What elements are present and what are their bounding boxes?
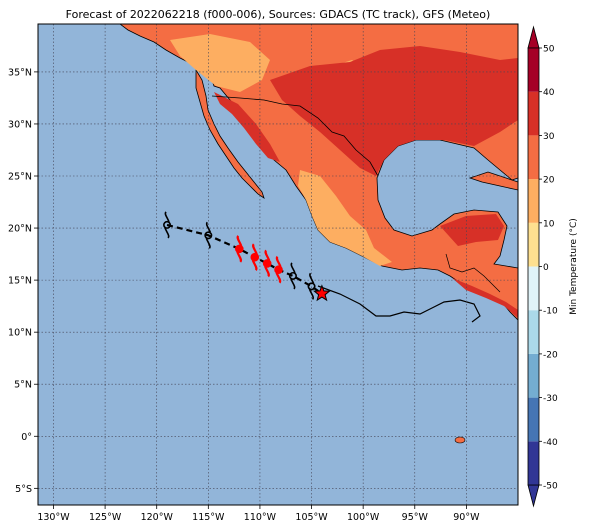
colorbar-segment xyxy=(528,353,539,398)
tc-forecast-symbol xyxy=(288,262,297,290)
tc-observed-symbol xyxy=(274,255,283,284)
land-hot-region-south-us xyxy=(270,46,518,176)
land-hot-region-sonora xyxy=(214,92,280,162)
tc-forecast-symbol xyxy=(204,221,213,249)
colorbar-tick-label: 40 xyxy=(543,88,555,98)
colorbar-tick-label: -50 xyxy=(543,482,558,492)
colorbar-segment xyxy=(528,266,539,311)
tc-track-line xyxy=(166,223,323,295)
colorbar-segment xyxy=(528,135,539,180)
colorbar-segment xyxy=(528,48,539,92)
tc-forecast-symbol xyxy=(307,272,316,300)
lon-tick-label: 120°W xyxy=(141,512,174,523)
land-hot-region-yucatan xyxy=(440,214,504,246)
lat-tick-label: 10°N xyxy=(8,328,32,339)
lat-tick-label: 5°S xyxy=(15,484,32,495)
tc-forecast-symbol xyxy=(163,211,172,239)
lon-tick-label: 100°W xyxy=(347,512,380,523)
colorbar-tick-label: 30 xyxy=(543,132,555,142)
land-warm-patch-northwest xyxy=(170,34,270,92)
colorbar-segment xyxy=(528,91,539,136)
lat-tick-label: 15°N xyxy=(8,276,32,287)
tc-observed-symbol xyxy=(234,235,244,263)
coastline-pacific xyxy=(317,285,481,323)
map-title: Forecast of 2022062218 (f000-006), Sourc… xyxy=(65,8,491,21)
colorbar-tick-label: -20 xyxy=(543,350,558,360)
country-border-central-america xyxy=(445,253,501,293)
tc-track xyxy=(163,211,331,302)
land-baja-california xyxy=(195,68,265,199)
lat-tick-label: 0° xyxy=(21,432,32,443)
lon-tick-label: 125°W xyxy=(89,512,122,523)
colorbar-label: Min Temperature (°C) xyxy=(569,218,579,315)
tc-observed-symbol xyxy=(262,249,272,278)
lat-tick-label: 35°N xyxy=(8,67,32,78)
colorbar-tick-label: 50 xyxy=(543,45,555,55)
lon-tick-label: 110°W xyxy=(244,512,277,523)
lat-tick-label: 5°N xyxy=(14,380,32,391)
lon-tick-label: 95°W xyxy=(402,512,429,523)
colorbar-segment xyxy=(528,441,539,485)
lat-tick-label: 25°N xyxy=(8,172,32,183)
lat-tick-label: 20°N xyxy=(8,224,32,235)
colorbar-tick-label: 20 xyxy=(543,176,555,186)
colorbar-segment xyxy=(528,179,539,223)
land-warm-patch-highlands xyxy=(298,170,392,266)
lon-tick-label: 115°W xyxy=(192,512,225,523)
tc-current-position-star xyxy=(312,284,331,302)
land-hot-region-central-america xyxy=(452,278,518,318)
colorbar-extend-max xyxy=(527,25,540,49)
lon-tick-label: 90°W xyxy=(453,512,480,523)
lat-tick-label: 30°N xyxy=(8,119,32,130)
colorbar-tick-label: -30 xyxy=(543,394,558,404)
colorbar-segment xyxy=(528,222,539,267)
colorbar-tick-label: 0 xyxy=(543,263,549,273)
colorbar-segment xyxy=(528,310,539,354)
colorbar-tick-label: -40 xyxy=(543,438,558,448)
country-border-us-mexico xyxy=(211,95,379,177)
land-cuba xyxy=(468,171,518,191)
lon-tick-label: 130°W xyxy=(37,512,70,523)
colorbar-extend-min xyxy=(527,484,540,508)
colorbar-tick-label: -10 xyxy=(543,307,558,317)
map-frame xyxy=(37,23,519,506)
tc-observed-symbol xyxy=(250,243,260,271)
lon-tick-label: 105°W xyxy=(295,512,328,523)
gridlines xyxy=(38,24,518,505)
colorbar-tick-label: 10 xyxy=(543,219,555,229)
colorbar: -50 -40 -30 -20 -10 0 10 20 30 40 50 Min Temperatur… xyxy=(527,25,579,508)
colorbar-segment xyxy=(528,397,539,442)
map-axes: 130°W 125°W 120°W 115°W 110°W 105°W 100°W 95°W 9… xyxy=(8,67,480,523)
land-islas-revillagigedo xyxy=(454,436,466,444)
